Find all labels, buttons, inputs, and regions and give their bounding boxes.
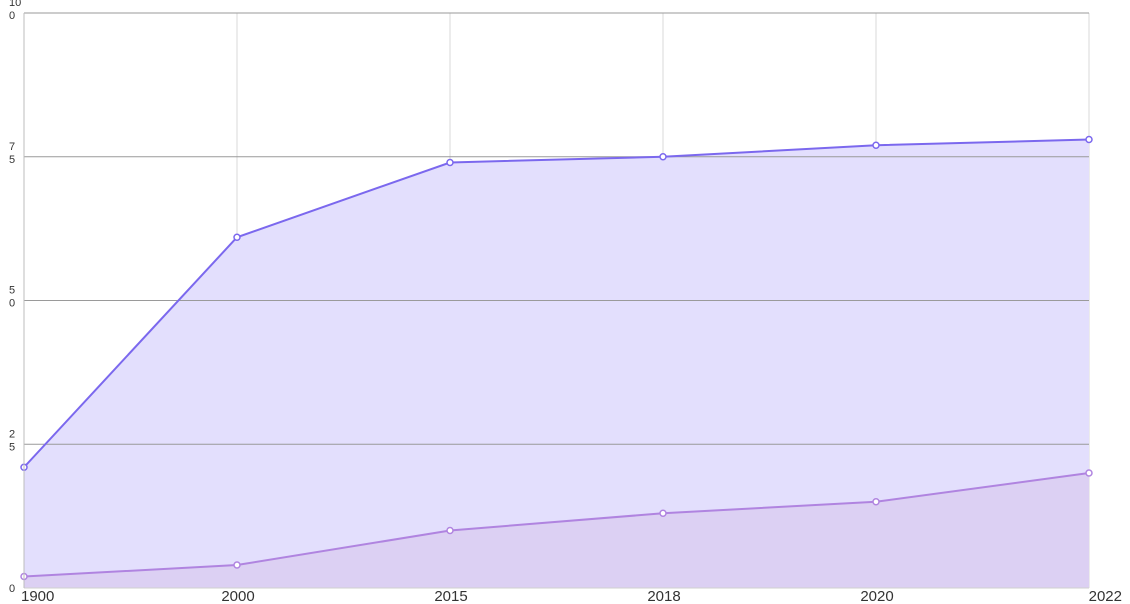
x-tick-label: 2000 [221, 588, 254, 604]
x-tick-label: 2015 [434, 588, 467, 604]
axis-layer: 0 2 5 5 0 7 5 10 0 1900 2000 2015 2018 2020 2022 [9, 0, 1122, 604]
series-1-point [446, 158, 454, 167]
series-1-area [24, 139, 1089, 588]
series-1-point [872, 141, 880, 149]
series-2-point [872, 498, 880, 506]
area-layer [24, 139, 1089, 588]
series-2-area [24, 473, 1089, 588]
series-1-line [23, 138, 1090, 468]
series-1-point [233, 233, 241, 241]
series-2-point [659, 509, 667, 517]
series-1-point [1085, 135, 1093, 144]
line-layer [23, 138, 1090, 578]
x-tick-label: 2020 [860, 588, 893, 604]
point-layer [20, 135, 1093, 581]
x-tick-label: 2018 [647, 588, 680, 604]
y-tick-label: 0 [9, 583, 15, 595]
x-tick-label: 1900 [21, 588, 54, 604]
series-2-point [233, 561, 241, 569]
series-2-line [23, 472, 1090, 578]
series-2-point [446, 526, 454, 535]
y-tick-label: 10 0 [9, 0, 21, 22]
series-2-point [1085, 469, 1093, 477]
series-1-point [659, 153, 667, 161]
x-tick-label: 2022 [1089, 588, 1122, 604]
